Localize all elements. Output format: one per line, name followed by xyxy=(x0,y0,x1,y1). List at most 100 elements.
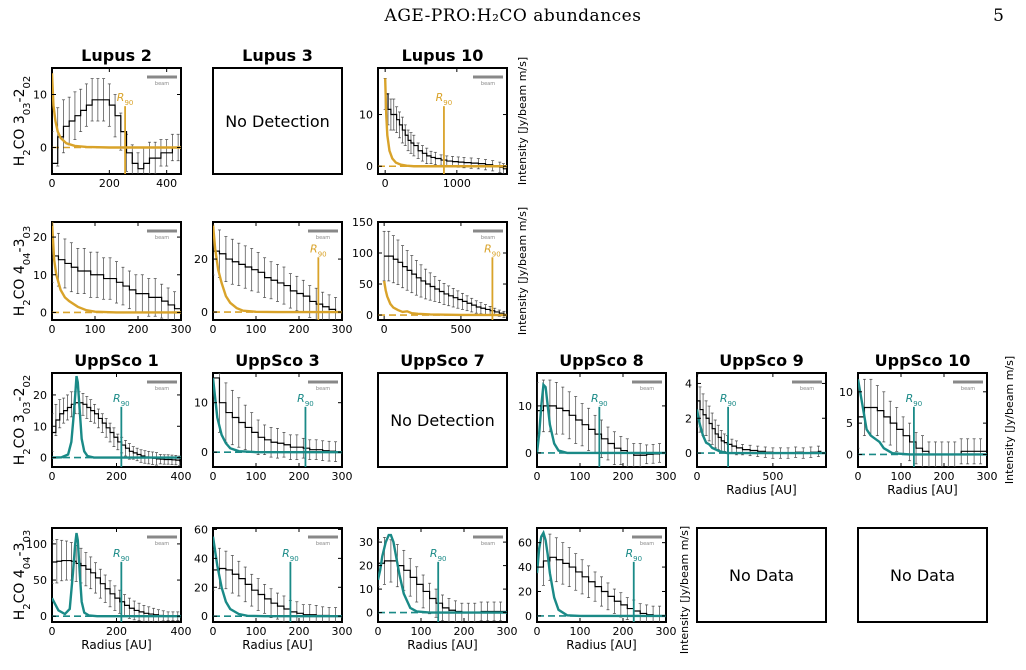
r90-label: R90 xyxy=(113,547,130,563)
x-tick-label: 300 xyxy=(656,470,677,483)
plot-area xyxy=(378,533,507,622)
y-tick-label: 150 xyxy=(352,216,373,229)
y-tick-label: 10 xyxy=(839,386,853,399)
panel-18: No Data xyxy=(857,527,988,623)
y-tick-label: 0 xyxy=(846,448,853,461)
panel-15: beam R90 0 100 200 300 0 10 20 30 Radius [AU] xyxy=(359,527,518,652)
y-tick-label: 10 xyxy=(33,269,47,282)
x-tick-label: 200 xyxy=(613,625,634,638)
intensity-axis-text: Intensity [Jy/beam m/s] xyxy=(516,57,529,185)
x-tick-label: 200 xyxy=(106,470,127,483)
x-tick-label: 100 xyxy=(246,470,267,483)
x-tick-label: 0 xyxy=(694,470,701,483)
r90-label: R90 xyxy=(310,242,327,258)
r90-label: R90 xyxy=(720,392,737,408)
row-label-text: H2CO 303-202 xyxy=(12,375,33,466)
beam-label: beam xyxy=(316,386,330,392)
x-tick-label: 100 xyxy=(85,323,106,336)
r90-label: R90 xyxy=(113,392,130,408)
panel-title: UppSco 10 xyxy=(875,351,971,370)
page-number: 5 xyxy=(993,6,1004,26)
beam-label: beam xyxy=(640,541,654,547)
x-tick-label: 200 xyxy=(454,625,475,638)
row-label: H2CO 303-202 xyxy=(12,375,33,466)
data-profile xyxy=(537,556,666,617)
x-tick-label: 0 xyxy=(210,625,217,638)
panel-7: UppSco 1 beam R90 0 200 400 0 10 20 xyxy=(33,351,192,483)
data-profile xyxy=(52,559,181,617)
model-profile xyxy=(52,73,181,149)
panel-title: UppSco 1 xyxy=(74,351,159,370)
x-tick-label: 0 xyxy=(381,323,388,336)
y-tick-label: 0 xyxy=(525,610,532,623)
beam-label: beam xyxy=(155,386,169,392)
panel-title: UppSco 9 xyxy=(719,351,804,370)
x-tick-label: 0 xyxy=(534,470,541,483)
x-tick-label: 200 xyxy=(289,323,310,336)
row-label-text: H2CO 404-303 xyxy=(12,530,33,621)
row-label: H2CO 404-303 xyxy=(12,530,33,621)
panel-frame xyxy=(212,372,343,468)
x-tick-label: 200 xyxy=(128,323,149,336)
x-tick-label: 500 xyxy=(762,470,783,483)
intensity-axis-text: Intensity [Jy/beam m/s] xyxy=(516,207,529,335)
model-profile xyxy=(537,381,666,455)
x-tick-label: 0 xyxy=(210,470,217,483)
y-tick-label: 0 xyxy=(366,160,373,173)
model-profile xyxy=(52,222,181,314)
plot-area xyxy=(52,375,181,466)
panel-frame xyxy=(857,527,988,623)
r90-label: R90 xyxy=(591,392,608,408)
model-profile xyxy=(858,379,987,456)
y-tick-label: 10 xyxy=(33,89,47,102)
panel-17: No Data xyxy=(696,527,827,623)
x-tick-label: 0 xyxy=(855,470,862,483)
panel-4: beam 0 100 200 300 0 10 20 xyxy=(33,221,192,336)
x-tick-label: 100 xyxy=(246,323,267,336)
x-tick-label: 300 xyxy=(171,323,192,336)
x-tick-label: 300 xyxy=(332,323,353,336)
panel-frame xyxy=(377,67,508,175)
panel-frame xyxy=(212,67,343,175)
y-tick-label: 20 xyxy=(194,581,208,594)
panel-frame xyxy=(696,527,827,623)
y-tick-label: 20 xyxy=(359,560,373,573)
beam-label: beam xyxy=(961,386,975,392)
y-tick-label: 60 xyxy=(518,537,532,550)
y-tick-label: 50 xyxy=(33,574,47,587)
intensity-axis-text: Intensity [Jy/beam m/s] xyxy=(1003,356,1016,484)
y-tick-label: 20 xyxy=(33,231,47,244)
x-tick-label: 200 xyxy=(289,625,310,638)
panel-9: UppSco 7 No Detection xyxy=(377,351,508,468)
intensity-axis-label: Intensity [Jy/beam m/s] xyxy=(678,526,691,654)
y-tick-label: 0 xyxy=(40,610,47,623)
x-tick-label: 0 xyxy=(49,470,56,483)
data-profile xyxy=(52,255,181,310)
r90-label: R90 xyxy=(297,392,314,408)
beam-label: beam xyxy=(481,235,495,241)
model-profile xyxy=(537,529,666,618)
x-tick-label: 200 xyxy=(289,470,310,483)
y-tick-label: 0 xyxy=(201,306,208,319)
row-label: H2CO 404-303 xyxy=(12,226,33,317)
plot-area xyxy=(52,532,181,622)
panel-title: UppSco 7 xyxy=(400,351,485,370)
row-label: H2CO 303-202 xyxy=(12,76,33,167)
panel-14: beam R90 0 100 200 300 0 20 40 60 Radius [AU] xyxy=(194,523,353,652)
beam-label: beam xyxy=(316,235,330,241)
model-profile xyxy=(382,280,507,317)
y-tick-label: 10 xyxy=(359,109,373,122)
plot-area xyxy=(697,374,826,459)
y-tick-label: 10 xyxy=(194,397,208,410)
data-profile xyxy=(213,250,342,313)
y-tick-label: 10 xyxy=(359,583,373,596)
y-tick-label: 0 xyxy=(201,610,208,623)
y-tick-label: 10 xyxy=(518,400,532,413)
beam-label: beam xyxy=(640,386,654,392)
y-tick-label: 40 xyxy=(194,552,208,565)
plot-area xyxy=(213,224,342,320)
x-tick-label: 400 xyxy=(156,177,177,190)
